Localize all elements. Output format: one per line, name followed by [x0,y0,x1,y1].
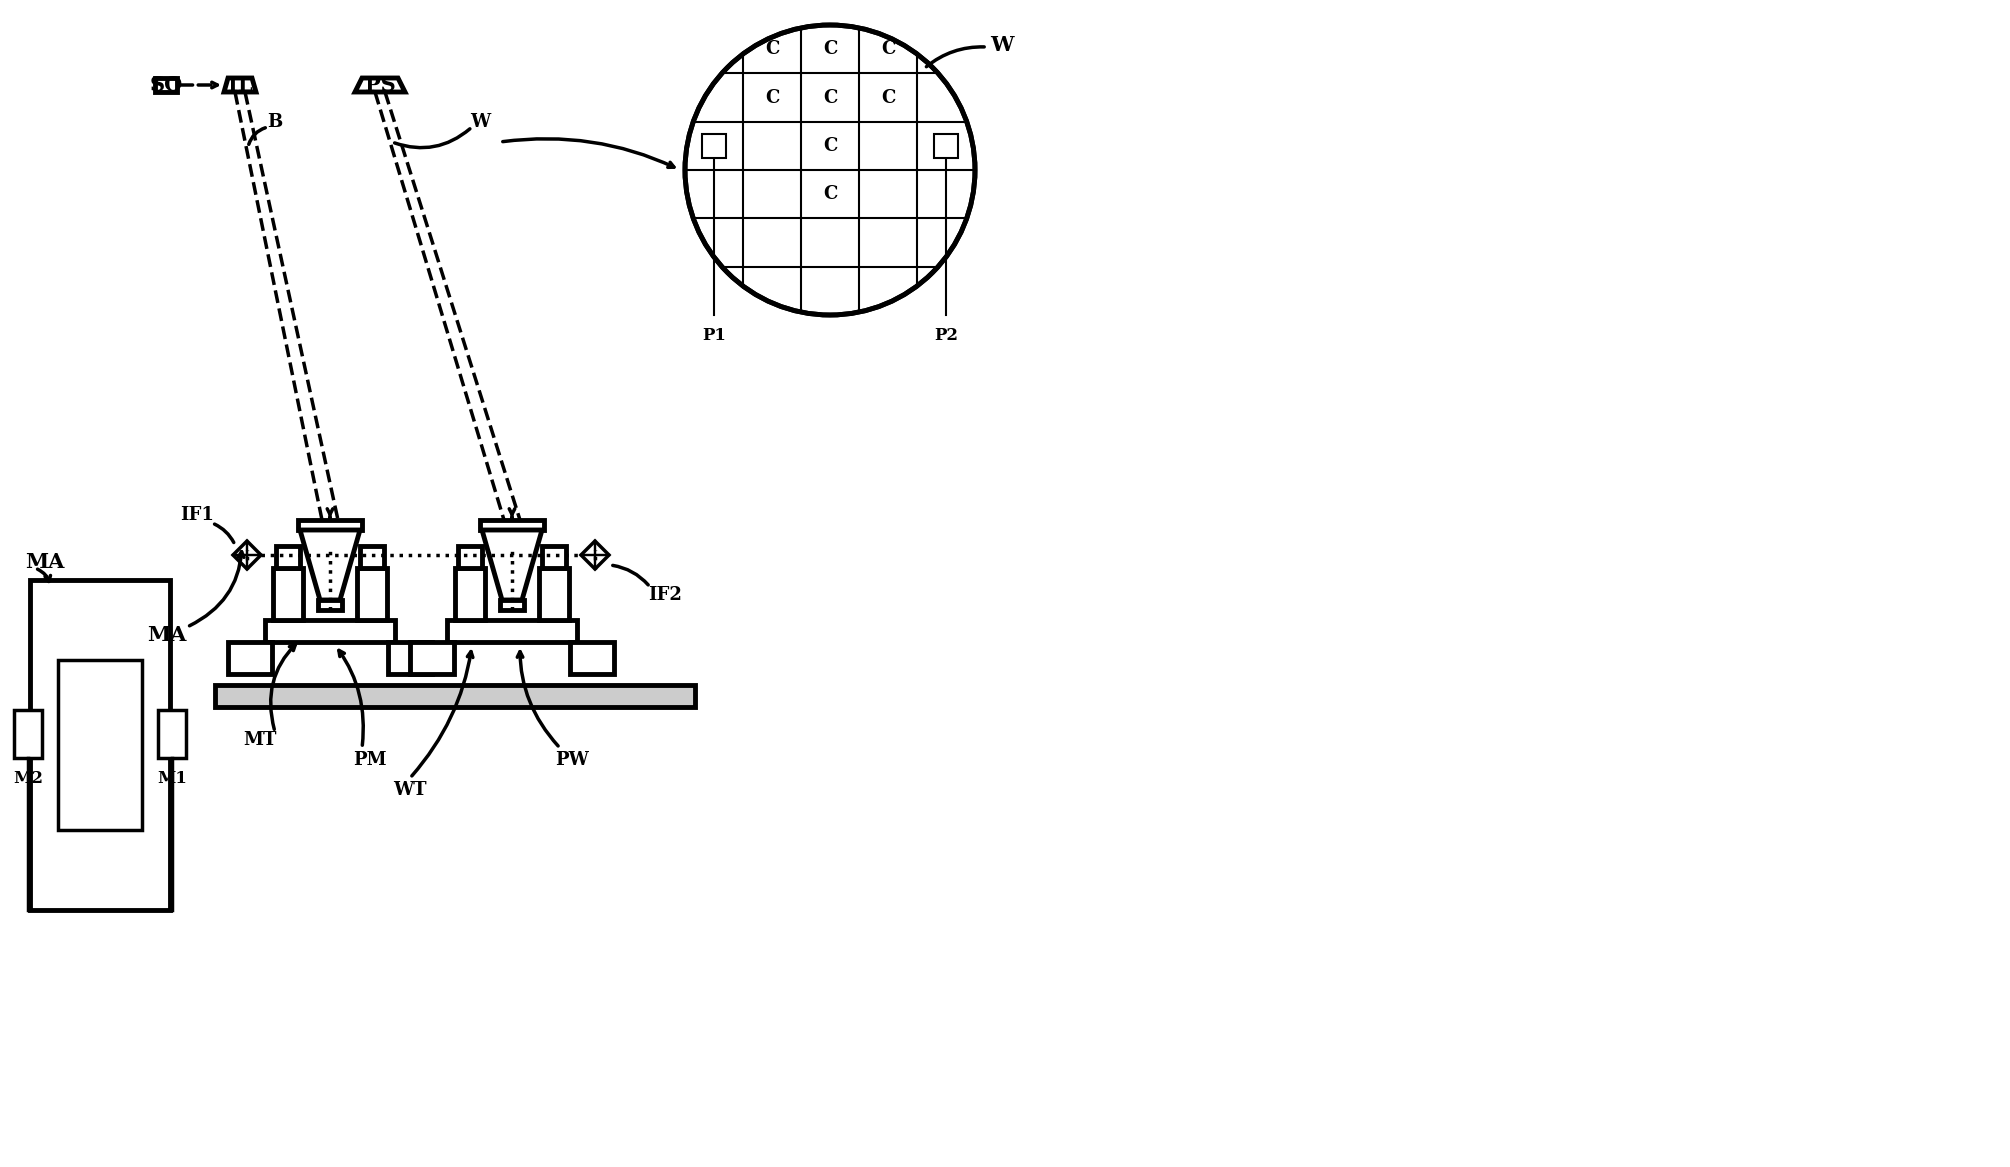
Polygon shape [233,541,261,569]
Bar [159,710,187,759]
Bar [458,546,482,568]
Text: C: C [880,89,894,106]
Text: C: C [822,89,838,106]
Text: MA: MA [24,552,64,572]
Text: W: W [470,113,490,131]
Text: IF2: IF2 [647,586,681,605]
Text: P2: P2 [935,327,959,343]
Bar [480,520,545,530]
Text: PS: PS [364,75,396,95]
Bar [14,710,42,759]
Bar [543,546,567,568]
Bar [701,134,726,158]
Bar [500,600,525,610]
Bar [410,642,454,675]
Text: M2: M2 [12,769,42,787]
Polygon shape [223,78,255,92]
Text: C: C [880,40,894,58]
Bar [454,568,484,620]
Bar [446,620,577,642]
Bar [265,620,396,642]
Polygon shape [581,541,609,569]
Text: P1: P1 [701,327,726,343]
Text: MA: MA [147,626,187,645]
Bar [571,642,613,675]
Bar [58,661,143,830]
Bar [358,568,388,620]
Text: W: W [991,35,1013,55]
Polygon shape [482,530,543,600]
Bar [297,520,362,530]
Bar [388,642,432,675]
Bar [227,642,271,675]
Text: C: C [766,89,780,106]
Text: M1: M1 [157,769,187,787]
Text: PW: PW [555,752,589,769]
Text: IL: IL [227,75,253,95]
Text: MT: MT [243,731,277,749]
Polygon shape [356,78,404,92]
Bar [155,78,177,92]
Text: IF1: IF1 [181,506,213,524]
Text: WT: WT [394,781,426,799]
Bar [215,685,695,707]
Bar [275,546,299,568]
Text: C: C [766,40,780,58]
Text: PM: PM [354,752,386,769]
Text: B: B [267,113,283,131]
Bar [935,134,959,158]
Text: SO: SO [149,75,183,95]
Bar [273,568,304,620]
Bar [360,546,384,568]
Bar [30,580,171,910]
Text: C: C [822,137,838,155]
Text: C: C [822,186,838,203]
Polygon shape [299,530,360,600]
Bar [539,568,569,620]
Text: C: C [822,40,838,58]
Bar [318,600,342,610]
